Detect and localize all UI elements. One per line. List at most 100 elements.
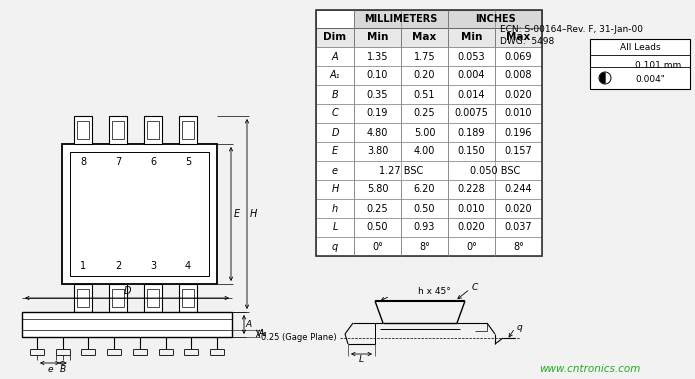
Bar (316, 10, 542, 256)
Text: H: H (250, 209, 256, 219)
Bar (495, 123, 542, 142)
Text: Min: Min (461, 33, 482, 42)
Text: 0.010: 0.010 (505, 108, 532, 119)
Bar (401, 199, 448, 218)
Bar (401, 180, 448, 199)
Bar (70, 152, 209, 276)
Text: 0.93: 0.93 (414, 222, 435, 232)
Text: q: q (332, 241, 338, 252)
Text: 0.50: 0.50 (367, 222, 389, 232)
Bar (401, 104, 448, 123)
Text: 6: 6 (150, 157, 156, 167)
Text: 0.51: 0.51 (414, 89, 435, 100)
Text: C: C (472, 282, 478, 291)
Text: q: q (516, 324, 522, 332)
Text: 1.27 BSC: 1.27 BSC (379, 166, 423, 175)
Bar (316, 161, 354, 180)
Circle shape (599, 72, 611, 84)
Text: A₁: A₁ (259, 329, 267, 338)
Text: 0.004": 0.004" (635, 75, 665, 83)
Text: 0.25: 0.25 (414, 108, 435, 119)
Bar (448, 66, 495, 85)
Bar (179, 284, 197, 312)
Bar (316, 199, 354, 218)
Bar (495, 199, 542, 218)
Bar (77, 121, 89, 139)
Bar (354, 28, 401, 47)
Text: Min: Min (367, 33, 389, 42)
Text: ECN: S-00164–Rev. F, 31-Jan-00: ECN: S-00164–Rev. F, 31-Jan-00 (500, 25, 643, 33)
Bar (144, 284, 162, 312)
Text: 0.25 (Gage Plane): 0.25 (Gage Plane) (261, 334, 337, 343)
Bar (448, 28, 495, 47)
Bar (74, 284, 92, 312)
Bar (354, 85, 401, 104)
Text: 0.19: 0.19 (367, 108, 389, 119)
Text: h x 45°: h x 45° (418, 288, 451, 296)
Text: 0.20: 0.20 (414, 70, 435, 80)
Text: DWG:  5498: DWG: 5498 (500, 36, 554, 45)
Bar (401, 237, 448, 256)
Text: 7: 7 (115, 157, 121, 167)
Text: 0.014: 0.014 (458, 89, 485, 100)
Bar (401, 47, 448, 66)
Text: 0.050 BSC: 0.050 BSC (470, 166, 520, 175)
Bar (316, 142, 354, 161)
Bar (147, 121, 159, 139)
Bar (354, 218, 401, 237)
Bar (316, 123, 354, 142)
Bar (448, 237, 495, 256)
Bar (401, 28, 448, 47)
Bar (112, 289, 124, 307)
Bar (354, 142, 401, 161)
Text: 8°: 8° (513, 241, 524, 252)
Text: 1.75: 1.75 (414, 52, 435, 61)
Text: 3.80: 3.80 (367, 147, 389, 157)
Text: Max: Max (412, 33, 436, 42)
Bar (495, 237, 542, 256)
Text: 0.101 mm: 0.101 mm (635, 61, 681, 69)
Bar (448, 123, 495, 142)
Bar (316, 218, 354, 237)
Text: 0°: 0° (466, 241, 477, 252)
Bar (495, 142, 542, 161)
Bar (147, 289, 159, 307)
Text: 0.157: 0.157 (505, 147, 532, 157)
Bar (495, 104, 542, 123)
Bar (448, 161, 542, 180)
Text: 5.00: 5.00 (414, 127, 435, 138)
Text: 0.150: 0.150 (458, 147, 485, 157)
Text: 0.008: 0.008 (505, 70, 532, 80)
Text: 2: 2 (115, 261, 121, 271)
Bar (448, 142, 495, 161)
Text: 0.010: 0.010 (458, 204, 485, 213)
Bar (112, 121, 124, 139)
Text: 4: 4 (185, 261, 191, 271)
Bar (495, 47, 542, 66)
Bar (62, 144, 217, 284)
Bar (354, 237, 401, 256)
Text: 0.0075: 0.0075 (455, 108, 489, 119)
Text: e: e (47, 365, 53, 373)
Text: B: B (332, 89, 338, 100)
Text: e: e (332, 166, 338, 175)
Text: 0.037: 0.037 (505, 222, 532, 232)
Text: INCHES: INCHES (475, 14, 516, 24)
Bar (316, 66, 354, 85)
Text: Dim: Dim (323, 33, 347, 42)
Text: 0.069: 0.069 (505, 52, 532, 61)
Bar (495, 180, 542, 199)
Bar (495, 85, 542, 104)
Text: L: L (359, 356, 363, 365)
Bar (354, 104, 401, 123)
Text: All Leads: All Leads (620, 42, 660, 52)
Bar (401, 142, 448, 161)
Bar (495, 28, 542, 47)
Bar (354, 161, 448, 180)
Text: www.cntronics.com: www.cntronics.com (539, 364, 641, 374)
Bar (401, 66, 448, 85)
Text: 3: 3 (150, 261, 156, 271)
Bar (316, 28, 354, 47)
Text: 0.196: 0.196 (505, 127, 532, 138)
Bar (354, 199, 401, 218)
